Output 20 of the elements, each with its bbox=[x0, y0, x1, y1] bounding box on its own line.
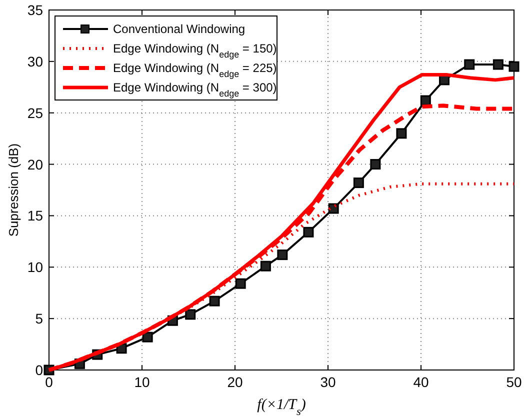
x-tick-label: 30 bbox=[320, 374, 336, 390]
x-tick-label: 50 bbox=[506, 374, 522, 390]
y-tick-label: 35 bbox=[27, 2, 44, 18]
y-tick-label: 0 bbox=[35, 362, 44, 378]
legend-label: Edge Windowing (N$_{edge}$ = 300) bbox=[113, 80, 277, 98]
legend-label: Conventional Windowing bbox=[113, 22, 246, 36]
y-tick-label: 20 bbox=[27, 156, 44, 172]
x-tick-label: 10 bbox=[134, 374, 150, 390]
y-tick-label: 30 bbox=[27, 53, 44, 70]
x-tick-label: 0 bbox=[45, 374, 54, 390]
legend-label: Edge Windowing (N$_{edge}$ = 225) bbox=[113, 61, 277, 79]
x-tick-label: 20 bbox=[227, 374, 243, 390]
legend-label: Edge Windowing (N$_{edge}$ = 150) bbox=[113, 42, 277, 60]
y-tick-label: 25 bbox=[27, 104, 44, 121]
y-tick-label: 10 bbox=[27, 259, 44, 276]
y-axis-title: Supression (dB) bbox=[6, 143, 21, 237]
y-tick-label: 15 bbox=[27, 208, 44, 224]
x-tick-label: 40 bbox=[413, 374, 429, 390]
y-tick-label: 5 bbox=[35, 310, 44, 327]
x-axis-title: f(×1/T$_{s}$) bbox=[257, 397, 306, 417]
